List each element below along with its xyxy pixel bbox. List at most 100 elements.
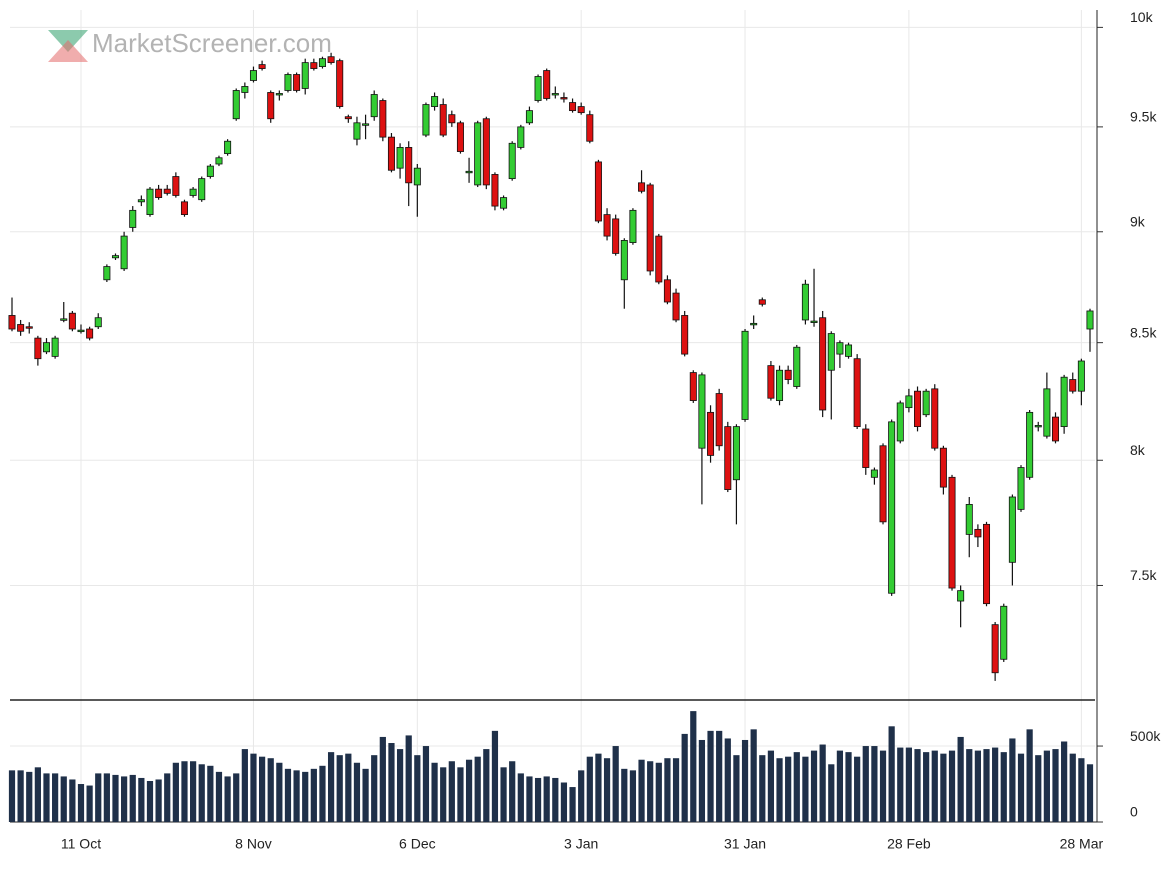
candle-body xyxy=(206,165,214,177)
y-tick-label: 7.5k xyxy=(1130,567,1157,583)
candle-body xyxy=(1034,425,1042,428)
volume-bar xyxy=(716,730,723,822)
volume-bar xyxy=(621,768,628,822)
volume-bar xyxy=(457,767,464,822)
candle-body xyxy=(810,320,818,323)
volume-bar xyxy=(759,755,766,822)
volume-bar xyxy=(284,768,292,822)
candle-body xyxy=(120,235,128,270)
volume-bar xyxy=(1078,758,1085,822)
candle-body xyxy=(51,337,59,357)
candle-body xyxy=(793,346,801,387)
volume-bar xyxy=(181,761,188,822)
candle-body xyxy=(560,97,568,100)
volume-bar xyxy=(534,777,542,822)
volume-bar xyxy=(224,776,231,822)
volume-bar xyxy=(319,765,326,822)
candle-body xyxy=(870,469,878,478)
volume-bar xyxy=(509,761,516,822)
candle-body xyxy=(1026,411,1034,478)
candle-body xyxy=(275,93,283,96)
candle-body xyxy=(1000,605,1008,660)
candle-body xyxy=(491,174,499,207)
volume-bar xyxy=(103,773,110,822)
candle-body xyxy=(111,255,119,259)
volume-bar xyxy=(664,758,671,822)
candle-body xyxy=(732,426,740,481)
candle-body xyxy=(146,188,154,216)
volume-bar xyxy=(1061,741,1068,822)
candle-body xyxy=(663,279,671,303)
candle-body xyxy=(741,330,749,420)
volume-bar xyxy=(681,733,688,822)
volume-bar xyxy=(121,776,128,822)
volume-bar xyxy=(440,767,447,822)
volume-bar xyxy=(888,726,895,822)
candle-body xyxy=(1008,496,1016,563)
candle-body xyxy=(620,240,628,281)
candle-body xyxy=(86,328,94,339)
candle-body xyxy=(845,344,853,357)
volume-bar xyxy=(414,755,421,822)
volume-bar xyxy=(52,773,59,822)
candle-body xyxy=(310,62,318,69)
volume-bar xyxy=(526,776,533,822)
candle-body xyxy=(879,445,887,523)
volume-bar xyxy=(578,770,585,822)
candle-body xyxy=(974,528,982,538)
volume-bar xyxy=(60,776,67,822)
volume-bar xyxy=(1035,755,1042,822)
volume-bar xyxy=(983,749,990,822)
volume-bar xyxy=(336,755,343,822)
y-tick-label: 9k xyxy=(1130,213,1146,229)
candle-body xyxy=(232,90,240,120)
candle-body xyxy=(629,209,637,243)
volume-bar xyxy=(431,762,438,822)
volume-bar xyxy=(612,746,619,822)
candle-body xyxy=(482,118,490,186)
volume-bar xyxy=(560,782,568,822)
volume-bar xyxy=(836,750,844,822)
volume-bar xyxy=(43,773,50,822)
candle-body xyxy=(258,64,266,69)
candle-body xyxy=(189,188,197,196)
volume-bar xyxy=(879,750,887,822)
volume-bar xyxy=(250,753,257,822)
volume-bar xyxy=(810,750,818,822)
candle-body xyxy=(827,333,835,371)
volume-bar xyxy=(500,767,507,822)
volume-bar xyxy=(629,770,637,822)
volume-bar xyxy=(17,770,24,822)
volume-bar xyxy=(586,756,593,822)
volume-bar xyxy=(405,735,412,822)
plot: 11 Oct 8 Nov 6 Dec 3 Jan 31 Jan 28 Feb 28 Mar 7… xyxy=(8,9,1161,852)
candle-body xyxy=(508,142,516,180)
candle-body xyxy=(1051,416,1060,442)
candle-body xyxy=(983,523,991,605)
volume-bar xyxy=(517,773,524,822)
candle-body xyxy=(172,176,180,196)
volume-bar xyxy=(931,750,938,822)
volume-bar xyxy=(112,774,119,822)
candle-body xyxy=(370,94,378,118)
candle-body xyxy=(198,178,206,201)
candle-body xyxy=(301,62,309,89)
volume-bar xyxy=(207,765,214,822)
candle-body xyxy=(1069,379,1077,392)
candle-body xyxy=(655,235,663,283)
volume-bar xyxy=(233,773,240,822)
volume-bar xyxy=(396,749,404,822)
volume-bar xyxy=(146,780,154,822)
volume-bar xyxy=(923,752,930,822)
volume-bar xyxy=(785,756,792,822)
candle-body xyxy=(1077,360,1085,392)
volume-bar xyxy=(569,787,576,822)
volume-bar xyxy=(69,779,76,822)
candle-body xyxy=(215,157,223,165)
x-tick-label: 28 Mar xyxy=(1060,836,1104,852)
candle-body xyxy=(905,395,913,409)
candle-body xyxy=(353,122,361,140)
volume-bar xyxy=(707,730,714,822)
volume-bar xyxy=(802,756,809,822)
candle-body xyxy=(448,114,456,124)
